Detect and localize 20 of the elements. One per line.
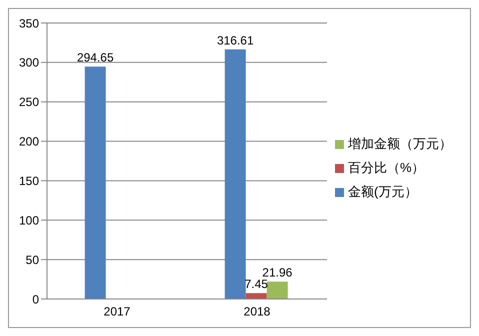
y-tick-label: 300 bbox=[18, 56, 40, 70]
bar bbox=[266, 282, 288, 299]
legend-label: 增加金额（万元） bbox=[348, 136, 452, 151]
y-tick-label: 250 bbox=[18, 95, 40, 110]
data-label: 294.65 bbox=[76, 50, 114, 65]
data-label: 21.96 bbox=[262, 266, 293, 280]
y-tick-label: 350 bbox=[18, 16, 40, 30]
y-tick-label: 100 bbox=[18, 213, 40, 228]
bar bbox=[84, 66, 106, 299]
y-tick-label: 150 bbox=[18, 174, 40, 188]
bar bbox=[246, 293, 267, 299]
x-tick-label: 2017 bbox=[104, 304, 131, 319]
legend-label: 百分比（%） bbox=[348, 160, 425, 175]
data-label: 316.61 bbox=[216, 33, 254, 48]
bar bbox=[224, 49, 246, 299]
x-tick-label: 2018 bbox=[244, 304, 271, 319]
y-tick-label: 50 bbox=[26, 252, 40, 267]
y-tick-label: 200 bbox=[18, 134, 40, 149]
y-tick-label: 0 bbox=[32, 292, 40, 306]
legend-label: 金额(万元） bbox=[348, 184, 418, 199]
